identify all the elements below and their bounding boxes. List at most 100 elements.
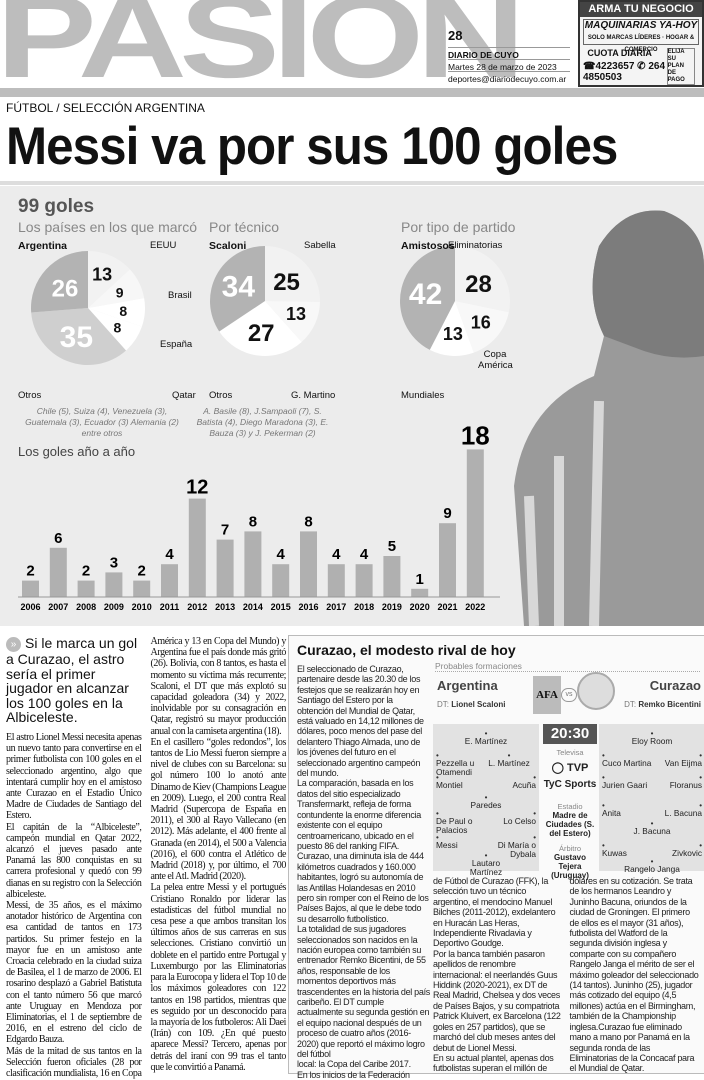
infographic: 99 goles Los países en los que marcó Por… — [0, 186, 704, 626]
ad-phone-2: 264 4850503 — [583, 61, 666, 83]
year-tick-label: 2007 — [48, 602, 68, 612]
pie-slice — [31, 251, 88, 313]
tv-label: Televisa — [556, 748, 584, 757]
away-coach: DT: Remko Bicentini — [624, 700, 701, 709]
pie-value-label: 28 — [465, 271, 492, 298]
pie-label: Otros — [18, 390, 42, 401]
player: Montiel — [436, 774, 463, 790]
divider — [0, 181, 704, 185]
year-tick-label: 2009 — [104, 602, 124, 612]
pie-value-label: 16 — [471, 312, 491, 332]
pie-slice — [265, 246, 320, 302]
contact-email[interactable]: deportes@diariodecuyo.com.ar — [448, 71, 570, 84]
paragraph: El astro Lionel Messi necesita apenas un… — [6, 731, 142, 822]
pie-value-label: 42 — [409, 278, 442, 311]
match-info: 20:30 Televisa ◯ TVP TyC Sports Estadio … — [543, 724, 597, 880]
ad-cuota: CUOTA DIARIA — [587, 48, 652, 58]
bar-value-label: 4 — [332, 546, 341, 563]
pie-slice — [31, 308, 127, 365]
pie-2-note: A. Basile (8), J.Sampaoli (7), S. Batist… — [196, 406, 329, 438]
bar — [411, 588, 429, 597]
paragraph-text: Por la banca también pasaron apellidos d… — [433, 948, 561, 1053]
paragraph-text: de Fútbol de Curazao (FFK), la selección… — [433, 876, 556, 949]
paragraph: Más de la mitad de sus tantos en la Sele… — [6, 636, 286, 1080]
ad-brand: MAQUINARIAS YA-HOY SOLO MARCAS LÍDERES · … — [583, 19, 699, 53]
paragraph: local: la Copa del Caribe 2017. — [297, 1059, 411, 1070]
bar-value-label: 5 — [388, 538, 396, 555]
advertisement[interactable]: ARMA TU NEGOCIO MAQUINARIAS YA-HOY SOLO M… — [578, 0, 704, 87]
bar — [49, 547, 67, 597]
pie-slice — [209, 246, 265, 332]
lineup-graphic: Probables formaciones Argentina DT: Lion… — [433, 658, 704, 880]
player: Paredes — [458, 794, 514, 810]
headline: Messi va por sus 100 goles — [6, 117, 618, 176]
bar — [188, 498, 206, 597]
year-tick-label: 2012 — [187, 602, 207, 612]
referee-label: Árbitro — [558, 844, 582, 853]
pie-value-label: 13 — [286, 304, 306, 324]
year-tick-label: 2016 — [298, 602, 318, 612]
sidebar-column-1: El seleccionado de Curazao, partenaire d… — [297, 664, 431, 1080]
bar-value-label: 1 — [416, 571, 424, 588]
paragraph: En su actual plantel, apenas dos futboli… — [433, 876, 699, 1074]
pie-label: G. Martino — [291, 390, 336, 401]
paragraph: de Fútbol de Curazao (FFK), la selección… — [433, 876, 563, 949]
stadium-label: Estadio — [557, 802, 583, 811]
divider — [0, 88, 704, 97]
bar-value-label: 8 — [249, 513, 257, 530]
away-field: Eloy Room Cuco Martina Van Eijma Jurien Gaa… — [599, 724, 704, 874]
tv-channel-tvp: ◯ TVP — [543, 761, 597, 774]
pie-value-label: 35 — [60, 321, 93, 354]
paragraph: Messi, de 35 años, es el máximo anotador… — [6, 900, 142, 1046]
paragraph-text: dólares en su cotización. Se trata de lo… — [569, 876, 699, 1074]
pie-value-label: 8 — [114, 320, 122, 336]
pie-value-label: 26 — [52, 276, 79, 303]
pie-value-label: 34 — [222, 271, 256, 304]
bar-value-label: 12 — [186, 477, 208, 499]
bar-chart-title: Los goles año a año — [18, 444, 136, 459]
player: Zivkovic — [672, 842, 702, 858]
pie-slice — [88, 251, 130, 308]
bar-value-label: 4 — [277, 546, 286, 563]
paragraph-text: En su actual plantel, apenas dos futboli… — [433, 1052, 554, 1074]
newspaper-name: DIARIO DE CUYO — [448, 47, 570, 60]
year-tick-label: 2019 — [382, 602, 402, 612]
pie-value-label: 8 — [119, 303, 127, 319]
sidebar-title: Curazao, el modesto rival de hoy — [297, 642, 516, 658]
year-tick-label: 2022 — [465, 602, 485, 612]
infographic-title: 99 goles — [18, 196, 95, 217]
sidebar-box: Curazao, el modesto rival de hoy El sele… — [288, 635, 704, 1080]
bar-value-label: 2 — [138, 563, 146, 580]
player: Kuwas — [602, 842, 627, 858]
lineup-label: Probables formaciones — [435, 661, 700, 672]
ad-phones: ☎4223657 ✆ 264 4850503 — [583, 61, 666, 83]
player: Rangelo Janga — [624, 858, 680, 874]
paragraph: El capitán de la “Albiceleste”, campeón … — [6, 821, 142, 900]
bar — [133, 580, 151, 597]
home-team-name: Argentina — [437, 678, 498, 693]
bar — [161, 564, 178, 597]
vs-badge: vs — [561, 688, 577, 702]
ad-elija: ELIJA SU PLAN DE PAGO — [666, 48, 695, 85]
pie-slice — [399, 246, 455, 350]
bar-value-label: 9 — [443, 505, 451, 522]
article-body: » Si le marca un gol a Curazao, el astro … — [6, 636, 286, 1079]
bar — [355, 564, 373, 597]
double-chevron-icon: » — [6, 637, 21, 652]
bar — [77, 580, 95, 597]
pie-label: Qatar — [172, 390, 196, 401]
paragraph: En el casillero “goles redondos”, los ta… — [150, 736, 287, 883]
pie-slice — [265, 301, 320, 342]
tvp-logo-icon: ◯ — [551, 762, 567, 774]
tv-channel-name: TVP — [566, 762, 589, 774]
player: De Paul o Palacios — [436, 810, 492, 835]
home-coach: DT: Lionel Scaloni — [437, 700, 505, 709]
year-tick-label: 2011 — [160, 602, 180, 612]
ad-phone-1: 4223657 — [595, 61, 635, 72]
pie-label: Argentina — [18, 240, 68, 252]
home-field: E. Martínez Pezzella u OtamendiL. Martíne… — [433, 724, 539, 877]
sidebar-columns-2-3: de Fútbol de Curazao (FFK), la selección… — [433, 876, 699, 1074]
pie-slice — [219, 301, 302, 356]
ad-tagline: SOLO MARCAS LÍDERES · HOGAR & COMERCIO — [587, 35, 695, 53]
